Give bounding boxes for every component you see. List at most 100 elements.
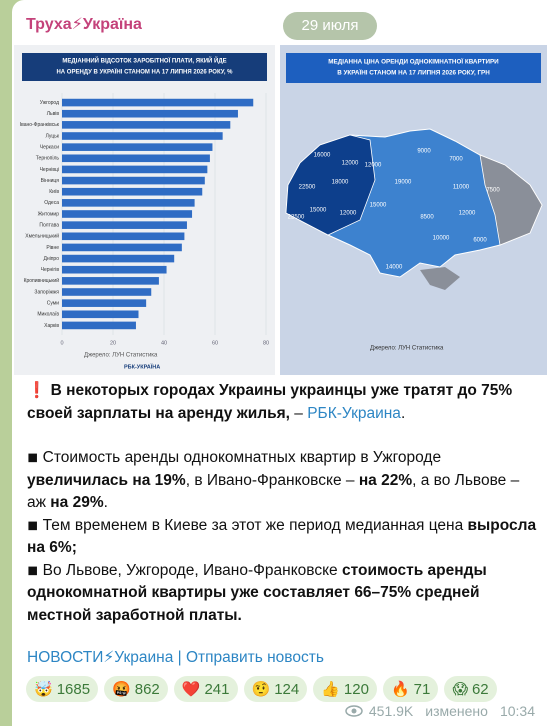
y-tick-label: Суми <box>47 300 59 306</box>
paragraph: ❗ В некоторых городах Украины украинцы у… <box>27 380 537 425</box>
bar <box>62 154 210 163</box>
region-value: 7500 <box>486 188 500 194</box>
post-text: ❗ В некоторых городах Украины украинцы у… <box>27 380 537 627</box>
text-run: ◾ Стоимость аренды однокомнатных квартир… <box>27 449 442 466</box>
region-value: 16000 <box>314 153 331 159</box>
text-run: ◾ Тем временем в Киеве за этот же период… <box>27 516 468 534</box>
x-tick-label: 60 <box>212 340 218 346</box>
reaction-emoji: 😱 <box>452 681 468 698</box>
y-tick-label: Вінниця <box>41 178 60 184</box>
source: Джерело: ЛУН Статистика <box>84 353 158 359</box>
region-value: 12000 <box>340 211 357 217</box>
reaction-count: 241 <box>204 680 230 698</box>
map-image[interactable]: МЕДІАННА ЦІНА ОРЕНДИ ОДНОКІМНАТНОЇ КВАРТ… <box>280 45 547 375</box>
reaction[interactable]: 🔥 71 <box>382 676 439 702</box>
east-region <box>479 154 543 246</box>
views-icon <box>345 705 363 717</box>
link[interactable]: НОВОСТИ⚡Украина <box>27 649 174 666</box>
text-run: выросла на 6%; <box>27 516 537 557</box>
reaction[interactable]: 👍 120 <box>313 676 377 702</box>
bar <box>62 165 208 174</box>
reaction[interactable]: 🤯 1685 <box>26 676 99 702</box>
reaction[interactable]: 🤬 862 <box>104 676 168 702</box>
reaction-emoji: 🤬 <box>112 681 131 698</box>
bar <box>62 310 139 319</box>
text-run: , в Ивано-Франковске – <box>185 471 359 489</box>
bar <box>62 210 193 218</box>
y-tick-label: Черкаси <box>40 144 59 150</box>
paragraph: ◾ Тем временем в Киеве за этот же период… <box>27 515 537 560</box>
bar <box>62 143 213 151</box>
bar <box>62 121 231 129</box>
y-tick-label: Івано-Франківськ <box>20 122 60 128</box>
chart-title: МЕДІАННИЙ ВІДСОТОК ЗАРОБІТНОЇ ПЛАТИ, ЯКИ… <box>62 57 226 65</box>
reaction[interactable]: 😱 62 <box>444 676 497 702</box>
reaction-count: 862 <box>134 680 160 698</box>
region-value: 10000 <box>433 236 450 242</box>
text-run: на 22% <box>358 471 413 489</box>
post-links: НОВОСТИ⚡Украина | Отправить новость <box>27 648 324 667</box>
y-tick-label: Житомир <box>38 211 60 217</box>
y-tick-label: Київ <box>49 189 59 195</box>
bar-chart-image[interactable]: МЕДІАННИЙ ВІДСОТОК ЗАРОБІТНОЇ ПЛАТИ, ЯКИ… <box>14 45 275 375</box>
separator: | <box>173 649 186 666</box>
y-tick-label: Харків <box>44 323 59 329</box>
brand: РБК-УКРАЇНА <box>124 363 160 370</box>
channel-name[interactable]: Труха⚡Україна <box>26 16 142 33</box>
views: 451.9K <box>368 703 414 719</box>
reaction-emoji: 🤯 <box>34 681 53 698</box>
region-value: 8500 <box>420 215 434 221</box>
reaction-count: 1685 <box>56 680 91 698</box>
text-run: ❗ <box>27 382 51 399</box>
bar <box>62 187 203 196</box>
y-tick-label: Полтава <box>39 222 59 228</box>
text-run: стоимость аренды однокомнатной квартиры … <box>27 561 487 624</box>
region-value: 9000 <box>417 149 431 155</box>
reaction-count: 124 <box>274 680 300 698</box>
y-tick-label: Дніпро <box>43 256 59 262</box>
reaction-count: 62 <box>471 680 489 698</box>
region-value: 7000 <box>449 157 463 163</box>
region-value: 15000 <box>310 208 327 214</box>
region-value: 22500 <box>299 185 316 191</box>
bar <box>62 254 175 263</box>
link[interactable]: Отправить новость <box>185 649 324 666</box>
text-run: . <box>103 494 108 511</box>
time: 10:34 <box>499 703 535 719</box>
link[interactable]: РБК-Украина <box>307 404 401 422</box>
text-run: на 29% <box>50 494 104 511</box>
x-tick-label: 0 <box>60 340 63 346</box>
x-tick-label: 80 <box>263 340 269 346</box>
region-value: 11000 <box>453 185 470 191</box>
y-tick-label: Рівне <box>46 245 59 251</box>
map-title: МЕДІАННА ЦІНА ОРЕНДИ ОДНОКІМНАТНОЇ КВАРТ… <box>328 58 499 66</box>
paragraph: ◾ Стоимость аренды однокомнатных квартир… <box>27 447 537 515</box>
reaction-emoji: ❤️ <box>181 681 201 698</box>
bar <box>62 299 147 307</box>
text-run: увеличилась на 19% <box>27 471 186 489</box>
reaction[interactable]: 🤨 124 <box>243 676 308 702</box>
edited: изменено <box>425 703 488 719</box>
date-pill: 29 июля <box>283 12 377 40</box>
paragraph: ◾ Во Львове, Ужгороде, Ивано-Франковске … <box>27 560 537 628</box>
x-tick-label: 40 <box>161 340 167 346</box>
y-tick-label: Чернівці <box>40 167 59 173</box>
region-value: 12000 <box>342 161 359 167</box>
text-run: – <box>289 404 308 422</box>
region-value: 12000 <box>365 163 382 169</box>
reaction-emoji: 👍 <box>321 681 340 698</box>
west-region <box>285 134 376 236</box>
reaction-emoji: 🔥 <box>390 681 410 698</box>
crimea <box>420 267 460 290</box>
y-tick-label: Миколаїв <box>37 312 59 318</box>
title-banner <box>22 53 267 81</box>
y-tick-label: Хмельницький <box>25 233 59 240</box>
source: Джерело: ЛУН Статистика <box>370 346 444 352</box>
bar <box>62 243 182 252</box>
bar <box>62 109 238 118</box>
y-tick-label: Львів <box>47 111 60 117</box>
y-tick-label: Запоріжжя <box>34 289 59 295</box>
reaction[interactable]: ❤️ 241 <box>173 676 238 702</box>
region-value: 14000 <box>386 265 403 271</box>
